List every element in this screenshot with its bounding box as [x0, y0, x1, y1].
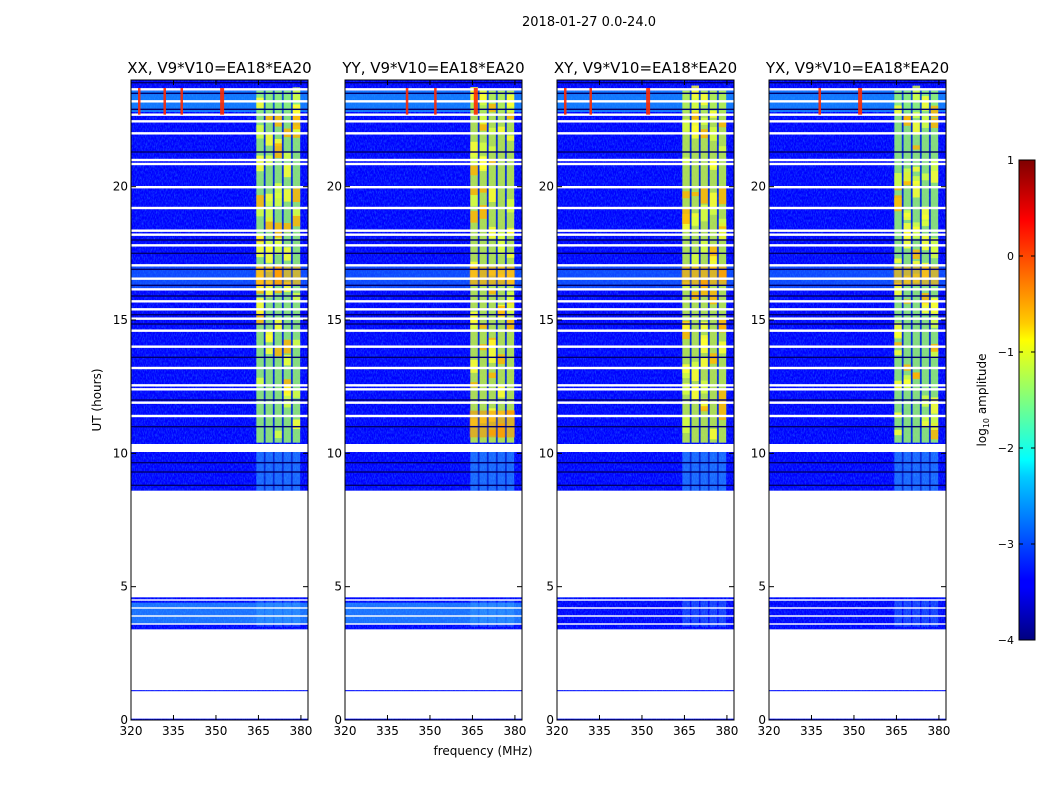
colorbar-gradient: [1018, 159, 1036, 641]
x-tick-label: 320: [120, 724, 143, 738]
subplot-yx: YX, V9*V10=EA18*EA20 320 335 350 365 380 0 5 10 1…: [751, 59, 951, 738]
rfi-spike: [163, 88, 166, 115]
colorbar-tick-label: −2: [998, 442, 1014, 455]
y-tick-label: 20: [113, 180, 128, 194]
x-tick-label: 350: [419, 724, 442, 738]
y-tick-label: 0: [334, 713, 342, 727]
x-tick-label: 320: [758, 724, 781, 738]
rfi-spike: [180, 88, 183, 115]
y-tick-label: 0: [758, 713, 766, 727]
rfi-spike: [646, 88, 651, 115]
rfi-spike: [589, 88, 592, 115]
subplot-title: YY, V9*V10=EA18*EA20: [341, 59, 524, 77]
subplot-xy: XY, V9*V10=EA18*EA20 320 335 350 365 380 0 5 10 1…: [539, 59, 739, 738]
x-tick-label: 335: [588, 724, 611, 738]
axes-frame: [344, 79, 523, 721]
y-tick-label: 20: [327, 180, 342, 194]
x-tick-label: 320: [334, 724, 357, 738]
heatmap-image: [557, 80, 734, 720]
rfi-spike: [434, 88, 437, 115]
subplot-title: YX, V9*V10=EA18*EA20: [765, 59, 949, 77]
colorbar-tick-label: 0: [1007, 250, 1014, 263]
x-tick-label: 320: [546, 724, 569, 738]
x-tick-label: 380: [927, 724, 950, 738]
x-tick-label: 380: [503, 724, 526, 738]
x-tick-label: 335: [162, 724, 185, 738]
colorbar-tick-label: −4: [998, 634, 1014, 647]
y-tick-label: 10: [539, 446, 554, 460]
x-tick-label: 380: [715, 724, 738, 738]
x-tick-label: 350: [205, 724, 228, 738]
heatmap-image: [131, 80, 308, 720]
y-tick-label: 0: [546, 713, 554, 727]
rfi-spike: [563, 88, 567, 115]
y-tick-label: 10: [751, 446, 766, 460]
subplot-title: XX, V9*V10=EA18*EA20: [127, 59, 311, 77]
x-tick-label: 365: [673, 724, 696, 738]
subplot-title: XY, V9*V10=EA18*EA20: [554, 59, 737, 77]
y-tick-label: 5: [334, 580, 342, 594]
colorbar-tick-label: −3: [998, 538, 1014, 551]
axes-frame: [768, 79, 947, 721]
heatmap-image: [345, 80, 522, 720]
heatmap-image: [769, 80, 946, 720]
axes-frame: [130, 79, 309, 721]
rfi-spike: [473, 88, 478, 115]
x-tick-label: 365: [461, 724, 484, 738]
y-tick-label: 15: [327, 313, 342, 327]
axes-frame: [556, 79, 735, 721]
y-tick-label: 10: [113, 446, 128, 460]
x-axis-label: frequency (MHz): [433, 744, 532, 758]
colorbar-tick-label: 1: [1007, 154, 1014, 167]
colorbar-label: log10 amplitude: [975, 354, 991, 447]
y-tick-label: 20: [751, 180, 766, 194]
y-tick-label: 15: [539, 313, 554, 327]
x-tick-label: 350: [631, 724, 654, 738]
x-tick-label: 335: [376, 724, 399, 738]
y-tick-label: 20: [539, 180, 554, 194]
y-tick-label: 5: [758, 580, 766, 594]
y-tick-label: 0: [120, 713, 128, 727]
colorbar-tick-label: −1: [998, 346, 1014, 359]
y-tick-label: 5: [546, 580, 554, 594]
x-tick-label: 365: [885, 724, 908, 738]
y-tick-label: 15: [751, 313, 766, 327]
subplot-yy: YY, V9*V10=EA18*EA20 320 335 350 365 380 0 5 10 1…: [327, 59, 527, 738]
rfi-spike: [818, 88, 821, 115]
rfi-spike: [137, 88, 141, 115]
subplot-xx: XX, V9*V10=EA18*EA20 320 335 350 365 380 0 5 10 1…: [113, 59, 313, 738]
x-tick-label: 380: [289, 724, 312, 738]
x-tick-label: 335: [800, 724, 823, 738]
rfi-spike: [858, 88, 863, 115]
colorbar: 1 0 −1 −2 −3 −4 log10 amplitude: [975, 154, 1036, 647]
y-tick-label: 10: [327, 446, 342, 460]
y-tick-label: 5: [120, 580, 128, 594]
y-tick-label: 15: [113, 313, 128, 327]
y-axis-label: UT (hours): [90, 368, 104, 431]
figure-suptitle: 2018-01-27 0.0-24.0: [522, 15, 656, 30]
x-tick-label: 365: [247, 724, 270, 738]
x-tick-label: 350: [843, 724, 866, 738]
rfi-spike: [405, 88, 409, 115]
rfi-spike: [220, 88, 225, 115]
